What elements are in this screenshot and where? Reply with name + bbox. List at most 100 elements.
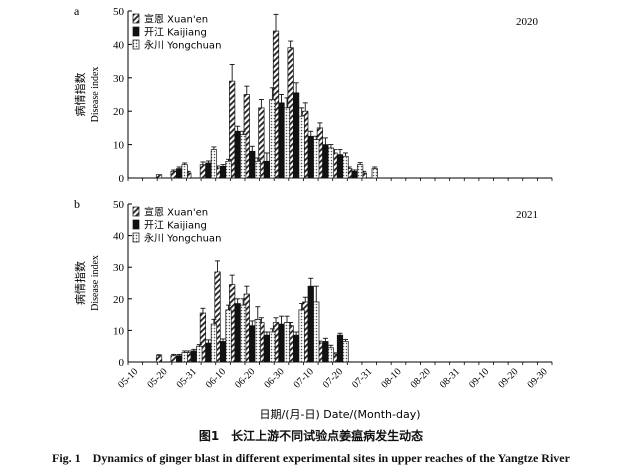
panel-b-bar-solid-05-31 [190, 350, 197, 363]
panel-a-bar-dots-07-15 [327, 147, 334, 179]
panel-b-bar-solid-05-25 [176, 355, 183, 363]
panel-b-bar-dots-07-10 [313, 301, 320, 363]
panel-b-bar-dots-06-15 [240, 304, 247, 363]
panel-b-x-tick-label: 06-30 [262, 366, 286, 390]
panel-b-bar-solid-06-15 [234, 303, 241, 363]
panel-b-legend-swatch-dots [132, 232, 140, 243]
panel-b-y-axis-title-cn: 病情指数 [73, 261, 87, 305]
panel-a-bar-dots-07-10 [313, 139, 320, 179]
panel-a-bar-dots-07-05 [298, 115, 305, 179]
panel-b-x-tick-label: 08-31 [438, 366, 462, 390]
panel-a-bar-solid-06-25 [263, 160, 270, 179]
panel-a-y-tick-label: 20 [113, 106, 125, 118]
panel-b-bar-dots-06-30 [283, 322, 291, 363]
x-axis-title: 日期/(月-日) Date/(Month-day) [259, 408, 420, 421]
panel-a-bar-solid-07-20 [336, 154, 344, 179]
panel-b-x-tick-label: 05-20 [145, 366, 169, 390]
panel-b-bar-solid-06-30 [278, 323, 285, 363]
panel-a-y-tick-label: 10 [113, 140, 125, 152]
panel-b-bar-dots-05-31 [196, 345, 203, 363]
panel-a-bar-solid-06-05 [205, 162, 212, 179]
panel-b-y-tick-label: 10 [113, 325, 125, 337]
panel-a-bar-dots-06-30 [283, 107, 291, 179]
x-axis-title-text: 日期/(月-日) Date/(Month-day) [259, 408, 420, 421]
panel-a-legend-swatch-solid [132, 26, 140, 37]
panel-b-legend-label: 永川 Yongchuan [144, 232, 221, 245]
panel-b-x-tick-label: 05-31 [175, 366, 199, 390]
panel-b-y-tick-label: 30 [113, 262, 125, 274]
panel-b-x-tick-label: 06-20 [233, 366, 257, 390]
panel-b-bar-dots-06-25 [269, 331, 276, 363]
panel-a-bar-solid-06-30 [278, 102, 285, 179]
panel-a-bar-solid-07-05 [293, 92, 300, 179]
panel-b-x-tick-label: 08-10 [379, 366, 403, 390]
panel-b-bar-dots-06-20 [254, 318, 261, 363]
panel-a: 0 10 20 30 40 50 病情指数 Disease index a 2020 宣恩 Xuan… [73, 4, 553, 185]
panel-b-y-tick-label: 40 [113, 231, 125, 243]
panel-b-bar-solid-06-20 [249, 325, 256, 363]
panel-a-y-tick-label: 0 [119, 173, 125, 185]
panel-b-bar-solid-07-10 [307, 285, 314, 363]
panel-b-y-tick-label: 20 [113, 294, 125, 306]
panel-b-x-tick-label: 09-30 [526, 366, 550, 390]
panel-b-bar-dots-07-20 [342, 341, 349, 363]
panel-a-y-axis-title-en: Disease index [90, 67, 101, 123]
panel-a-bar-dots-07-25 [357, 164, 364, 179]
panel-a-legend-label: 开江 Kaijiang [144, 27, 207, 39]
panel-b-x-tick-label: 09-10 [467, 366, 491, 390]
panel-b-x-tick-label: 08-20 [409, 366, 433, 390]
panel-b-bar-dots-07-15 [327, 347, 334, 363]
panel-b-bar-solid-07-20 [336, 334, 344, 363]
panel-b-y-tick-label: 50 [113, 199, 125, 211]
panel-b-x-tick-label: 07-31 [350, 366, 374, 390]
panel-b-legend-swatch-solid [132, 219, 140, 230]
panel-a-bar-dots-06-20 [254, 160, 261, 179]
panel-a-bar-solid-06-10 [219, 165, 227, 179]
panel-a-y-tick-label: 50 [113, 6, 125, 18]
panel-a-label: a [74, 4, 80, 18]
panel-b-bar-dots-07-05 [298, 309, 305, 363]
panel-a-legend-label: 宣恩 Xuan'en [144, 13, 208, 26]
panel-a-bar-dots-06-05 [210, 149, 218, 179]
panel-b-bar-dots-06-05 [210, 323, 218, 363]
panel-b-y-axis-title-en: Disease index [90, 255, 101, 311]
panel-b-bar-dots-06-10 [225, 309, 232, 363]
panel-b-x-tick-label: 09-20 [496, 366, 520, 390]
panel-a-bar-solid-07-15 [322, 144, 329, 179]
panel-b-x-tick-label: 07-10 [292, 366, 316, 390]
panel-b-bar-hatch-05-25 [170, 355, 177, 363]
panel-b-legend-label: 宣恩 Xuan'en [144, 206, 208, 219]
panel-a-bar-hatch-06-05 [199, 164, 207, 179]
panel-a-bar-solid-06-15 [234, 130, 241, 179]
panel-b-x-tick-label: 07-20 [321, 366, 345, 390]
panel-b-bar-hatch-05-20 [155, 355, 163, 363]
panel-b-bar-solid-06-10 [219, 341, 227, 363]
panel-a-bar-hatch-05-20 [155, 174, 163, 179]
panel-a-bar-solid-07-10 [307, 135, 314, 179]
panel-b-x-tick-label: 05-10 [116, 366, 140, 390]
figure-caption-cn: 图1 长江上游不同试验点姜瘟病发生动态 [198, 429, 424, 443]
panel-a-legend-label: 永川 Yongchuan [144, 39, 221, 52]
panel-a-bar-dots-07-20 [342, 155, 349, 179]
panel-b-legend-swatch-hatch [132, 206, 140, 217]
panel-a-bar-dots-06-15 [240, 134, 247, 179]
panel-a-legend-swatch-dots [132, 39, 140, 50]
panel-b: 0 10 20 30 40 50 病情指数 Disease index b 2021 宣恩 Xuan… [73, 197, 553, 391]
panel-a-bar-solid-07-25 [351, 170, 358, 179]
panel-b-label: b [74, 197, 80, 211]
panel-b-x-tick-label: 06-10 [204, 366, 228, 390]
figure-caption-en: Fig. 1 Dynamics of ginger blast in diffe… [52, 451, 570, 465]
panel-b-legend-label: 开江 Kaijiang [144, 220, 207, 232]
panel-a-y-axis-title-cn: 病情指数 [73, 73, 87, 117]
panel-a-legend-swatch-hatch [132, 13, 140, 24]
panel-a-y-tick-label: 30 [113, 73, 125, 85]
panel-a-bar-dots-05-25 [181, 164, 188, 179]
panel-a-y-tick-label: 40 [113, 39, 125, 51]
panel-a-bar-solid-06-20 [249, 150, 256, 179]
panel-a-bar-solid-05-25 [176, 168, 183, 179]
panel-b-y-tick-label: 0 [119, 357, 125, 369]
panel-a-bar-dots-07-31 [371, 168, 378, 179]
panel-a-bar-hatch-05-25 [170, 170, 177, 179]
panel-a-bar-dots-06-10 [225, 160, 232, 179]
